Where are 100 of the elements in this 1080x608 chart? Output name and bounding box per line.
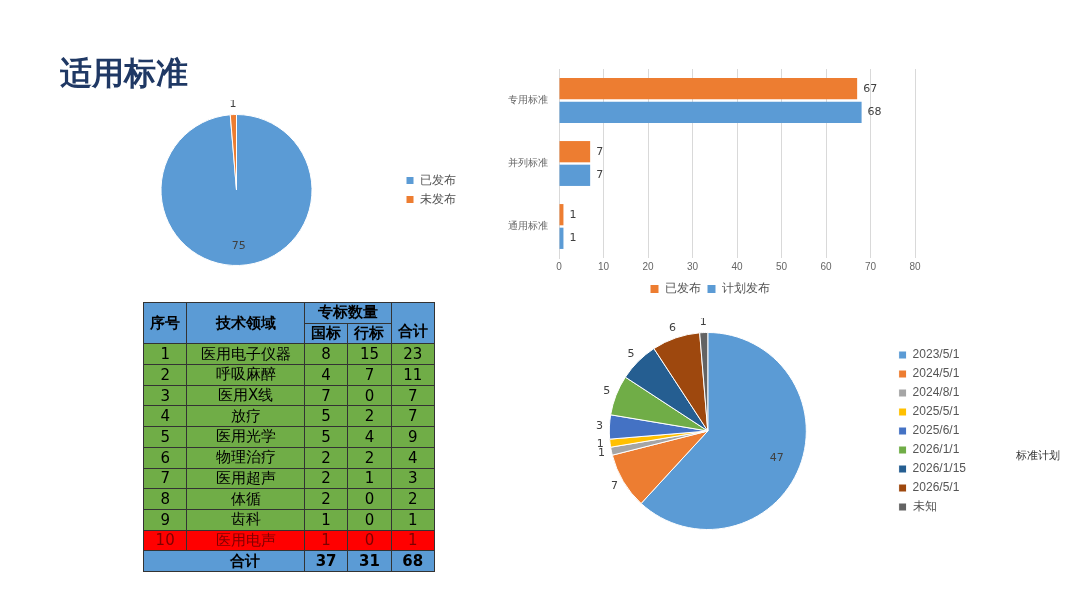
data-label: 1 xyxy=(229,97,237,111)
x-tick-label: 0 xyxy=(556,260,563,272)
text: 标准计划 xyxy=(1016,448,1060,463)
y-tick-label: 物理治疗 xyxy=(186,447,305,468)
y-tick-label: 医用X线 xyxy=(186,385,305,406)
legend-label: 2025/6/1 xyxy=(912,423,960,438)
data-label: 68 xyxy=(867,105,882,119)
data-label: 2 xyxy=(391,488,435,510)
y2-tick-label: 5 xyxy=(143,426,187,448)
x-tick-label: 国标 xyxy=(304,323,348,344)
legend-label: 计划发布 xyxy=(721,281,770,296)
data-label: 7 xyxy=(347,364,392,386)
legend-label: 2023/5/1 xyxy=(912,347,960,362)
data-label: 7 xyxy=(596,144,604,158)
legend-label: 未知 xyxy=(912,499,937,514)
chart-title: 适用标准 xyxy=(60,53,188,94)
data-label: 5 xyxy=(603,384,611,398)
data-label: 7 xyxy=(391,405,435,427)
data-label: 1 xyxy=(304,530,348,551)
text: 技术领域 xyxy=(186,302,305,344)
legend-label: 2024/5/1 xyxy=(912,366,960,381)
y2-tick-label: 8 xyxy=(143,488,187,510)
data-label: 5 xyxy=(627,347,635,361)
legend-label: 2026/1/15 xyxy=(912,461,967,476)
data-label: 1 xyxy=(391,509,435,531)
y-tick-label: 专用标准 xyxy=(508,94,548,106)
legend-label: 2025/5/1 xyxy=(912,404,960,419)
data-label: 2 xyxy=(304,447,348,468)
x-tick-label: 80 xyxy=(909,260,921,272)
y2-tick-label: 10 xyxy=(143,530,187,551)
data-label: 2 xyxy=(347,447,392,468)
y-tick-label: 通用标准 xyxy=(508,220,548,232)
legend-label: 已发布 xyxy=(664,281,701,296)
data-label: 2 xyxy=(347,405,392,427)
y2-tick-label: 9 xyxy=(143,509,187,531)
y-tick-label: 并列标准 xyxy=(508,157,548,169)
legend-label: 未发布 xyxy=(420,191,456,206)
x-tick-label: 60 xyxy=(820,260,832,272)
y2-tick-label: 1 xyxy=(143,343,187,365)
data-label: 4 xyxy=(347,426,392,448)
data-label: 7 xyxy=(391,385,435,406)
text: 序号 xyxy=(143,302,187,344)
x-tick-label: 20 xyxy=(642,260,654,272)
data-label: 7 xyxy=(596,168,604,182)
y-tick-label: 医用超声 xyxy=(186,468,305,489)
data-label: 2 xyxy=(304,468,348,489)
data-label: 67 xyxy=(863,81,878,95)
data-label: 37 xyxy=(304,550,348,572)
data-label: 47 xyxy=(769,450,784,464)
data-label: 31 xyxy=(347,550,392,572)
legend-label: 2024/8/1 xyxy=(912,385,960,400)
data-label: 1 xyxy=(569,207,577,221)
x-tick-label: 合计 xyxy=(391,302,435,344)
y-tick-label: 医用电声 xyxy=(186,530,305,551)
y2-tick-label: 7 xyxy=(143,468,187,489)
data-label: 2 xyxy=(304,488,348,510)
x-tick-label: 10 xyxy=(597,260,610,272)
data-label: 8 xyxy=(304,343,348,365)
data-label: 0 xyxy=(347,385,392,406)
data-label: 11 xyxy=(391,364,435,386)
data-label: 1 xyxy=(598,446,606,460)
y2-tick-label: 2 xyxy=(143,364,187,386)
data-label: 75 xyxy=(231,239,246,253)
data-label: 1 xyxy=(391,530,435,551)
data-label: 0 xyxy=(347,488,392,510)
data-label: 1 xyxy=(304,509,348,531)
data-label: 1 xyxy=(569,231,577,245)
data-label: 3 xyxy=(595,419,603,433)
data-label: 4 xyxy=(304,364,348,386)
data-label: 1 xyxy=(699,315,707,329)
data-label: 5 xyxy=(304,426,348,448)
data-label: 7 xyxy=(611,479,619,493)
y-tick-label: 体循 xyxy=(186,488,305,510)
x-tick-label: 50 xyxy=(775,260,788,272)
data-label: 4 xyxy=(391,447,435,468)
data-label: 5 xyxy=(304,405,348,427)
y-tick-label: 合计 xyxy=(186,550,305,572)
data-label: 3 xyxy=(391,468,435,489)
x-tick-label: 70 xyxy=(864,260,877,272)
data-label: 68 xyxy=(391,550,435,572)
x-tick-label: 40 xyxy=(731,260,743,272)
legend-label: 2026/1/1 xyxy=(912,442,960,457)
y2-tick-label: 4 xyxy=(143,405,187,427)
x-tick-label: 30 xyxy=(686,260,699,272)
y2-tick-label: 6 xyxy=(143,447,187,468)
y2-tick-label: 3 xyxy=(143,385,187,406)
y-tick-label: 齿科 xyxy=(186,509,305,531)
legend-label: 已发布 xyxy=(420,172,456,187)
y-tick-label: 放疗 xyxy=(186,405,305,427)
y-tick-label: 医用光学 xyxy=(186,426,305,448)
legend-label: 2026/5/1 xyxy=(912,480,960,495)
y-tick-label: 医用电子仪器 xyxy=(186,343,305,365)
data-label: 1 xyxy=(347,468,392,489)
data-label: 0 xyxy=(347,509,392,531)
data-label: 7 xyxy=(304,385,348,406)
data-label: 6 xyxy=(669,321,677,335)
data-label: 0 xyxy=(347,530,392,551)
data-label: 15 xyxy=(347,343,392,365)
data-label: 23 xyxy=(391,343,435,365)
x-axis-title: 专标数量 xyxy=(304,302,392,324)
